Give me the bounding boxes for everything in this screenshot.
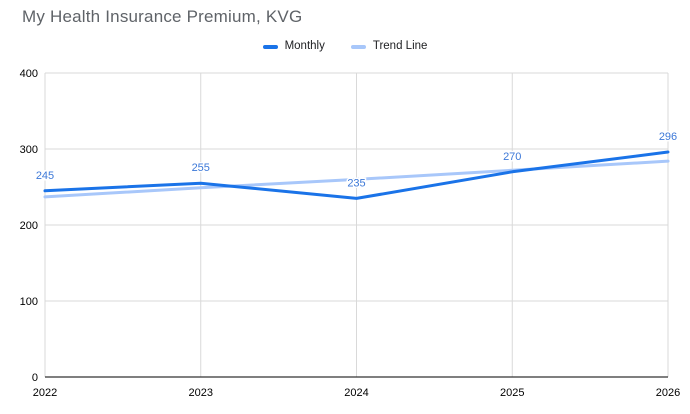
legend-label: Trend Line (372, 40, 428, 53)
series-line-trend-line (43, 159, 670, 199)
x-axis-tick-label: 2024 (344, 387, 368, 399)
x-axis-tick-label: 2022 (33, 387, 57, 399)
legend-swatch-icon (350, 45, 366, 49)
legend-item-monthly: Monthly (262, 40, 325, 53)
data-point-label: 235 (347, 177, 365, 189)
y-axis-tick-label: 300 (20, 144, 38, 156)
data-point-label: 245 (36, 170, 54, 182)
legend-item-trend-line: Trend Line (350, 40, 428, 53)
legend-swatch-icon (262, 45, 278, 49)
y-axis-tick-label: 100 (20, 296, 38, 308)
data-point-label: 255 (192, 162, 210, 174)
series-line-monthly (43, 150, 670, 200)
data-point-label: 270 (503, 151, 521, 163)
x-axis-tick-label: 2025 (500, 387, 524, 399)
y-axis-tick-label: 0 (32, 372, 38, 384)
chart-title: My Health Insurance Premium, KVG (22, 7, 303, 26)
y-axis-tick-label: 400 (20, 68, 38, 80)
x-axis-tick-label: 2026 (656, 387, 680, 399)
y-axis-tick-label: 200 (20, 220, 38, 232)
chart-legend: Monthly Trend Line (0, 39, 690, 55)
x-axis-tick-label: 2023 (189, 387, 213, 399)
data-point-label: 296 (659, 131, 677, 143)
legend-label: Monthly (284, 40, 325, 53)
